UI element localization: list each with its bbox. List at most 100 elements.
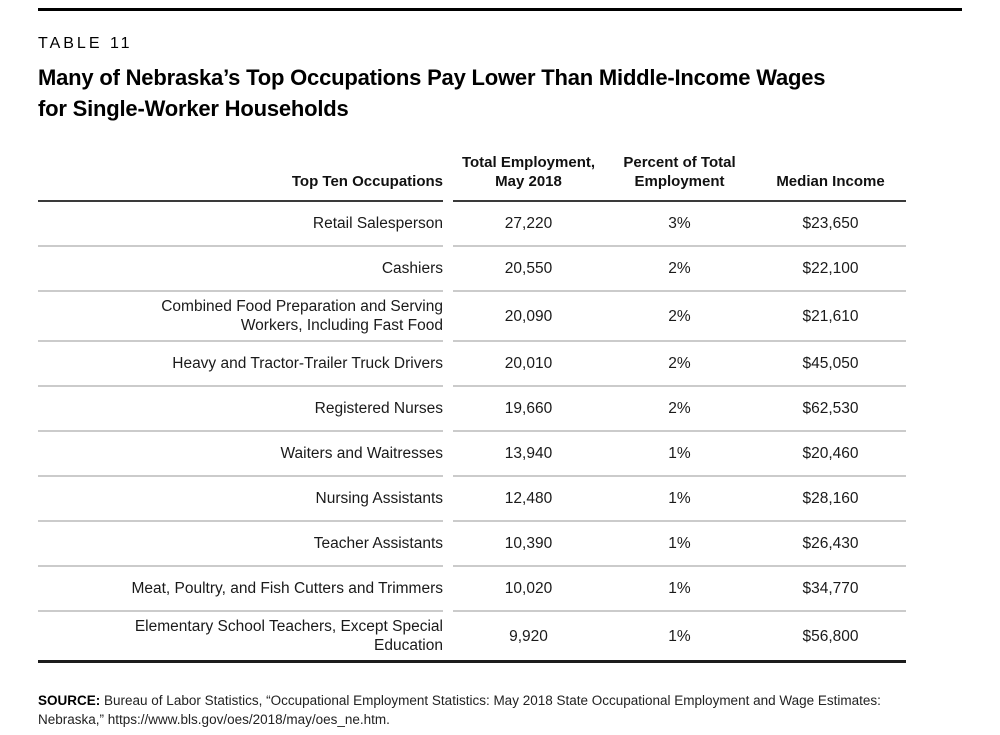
employment-value: 20,010 [504,355,553,372]
percent-cell: 1% [604,612,755,660]
income-value: $62,530 [802,400,859,417]
percent-cell: 1% [604,432,755,475]
occupation-cell: Cashiers [38,247,443,292]
percent-cell: 2% [604,247,755,290]
table-header-row: Top Ten Occupations Total Employment, Ma… [38,148,906,202]
income-cell: $62,530 [755,387,906,430]
percent-cell: 1% [604,477,755,520]
income-value: $23,650 [802,215,859,232]
employment-value: 19,660 [504,400,553,417]
percent-value: 1% [668,445,691,462]
income-cell: $23,650 [755,202,906,245]
column-header-percent-label: Percent of Total Employment [623,154,736,190]
employment-cell: 13,940 [453,432,604,475]
employment-cell: 20,550 [453,247,604,290]
numeric-cell-group: 20,010 2% $45,050 [453,342,906,387]
percent-cell: 1% [604,567,755,610]
percent-value: 3% [668,215,691,232]
percent-value: 2% [668,307,691,325]
employment-value: 10,390 [504,535,553,552]
income-cell: $45,050 [755,342,906,385]
employment-cell: 20,090 [453,292,604,340]
occupation-value: Cashiers [381,260,443,277]
income-cell: $26,430 [755,522,906,565]
column-header-percent: Percent of Total Employment [604,148,755,200]
page-title: Many of Nebraska’s Top Occupations Pay L… [38,62,962,124]
income-cell: $34,770 [755,567,906,610]
income-value: $56,800 [802,627,859,645]
table-label: TABLE 11 [38,35,133,52]
occupation-cell: Teacher Assistants [38,522,443,567]
employment-cell: 20,010 [453,342,604,385]
source-note: SOURCE: Bureau of Labor Statistics, “Occ… [38,691,918,729]
table-row: Registered Nurses 19,660 2% $62,530 [38,387,906,432]
occupation-value: Elementary School Teachers, Except Speci… [134,618,443,654]
column-header-median-income-label: Median Income [776,173,885,190]
occupation-value: Nursing Assistants [315,490,444,507]
occupation-value: Meat, Poultry, and Fish Cutters and Trim… [131,580,443,597]
column-header-total-employment: Total Employment, May 2018 [453,148,604,200]
table-row: Meat, Poultry, and Fish Cutters and Trim… [38,567,906,612]
occupations-table: Top Ten Occupations Total Employment, Ma… [38,148,906,663]
occupation-cell: Meat, Poultry, and Fish Cutters and Trim… [38,567,443,612]
percent-cell: 3% [604,202,755,245]
employment-cell: 10,020 [453,567,604,610]
occupation-value: Registered Nurses [314,400,443,417]
percent-value: 2% [668,260,691,277]
employment-value: 9,920 [509,627,548,645]
occupation-cell: Nursing Assistants [38,477,443,522]
numeric-cell-group: 19,660 2% $62,530 [453,387,906,432]
income-value: $45,050 [802,355,859,372]
numeric-cell-group: 27,220 3% $23,650 [453,202,906,247]
table-row: Elementary School Teachers, Except Speci… [38,612,906,660]
numeric-cell-group: 9,920 1% $56,800 [453,612,906,660]
employment-cell: 27,220 [453,202,604,245]
occupation-cell: Combined Food Preparation and Serving Wo… [38,292,443,342]
source-text: Bureau of Labor Statistics, “Occupationa… [38,693,881,727]
table-row: Nursing Assistants 12,480 1% $28,160 [38,477,906,522]
numeric-cell-group: 20,550 2% $22,100 [453,247,906,292]
employment-value: 20,550 [504,260,553,277]
income-value: $21,610 [802,307,859,325]
numeric-cell-group: 20,090 2% $21,610 [453,292,906,342]
percent-cell: 2% [604,292,755,340]
table-row: Heavy and Tractor-Trailer Truck Drivers … [38,342,906,387]
occupation-value: Waiters and Waitresses [280,445,443,462]
employment-value: 12,480 [504,490,553,507]
top-divider [38,8,962,11]
employment-cell: 19,660 [453,387,604,430]
table-row: Waiters and Waitresses 13,940 1% $20,460 [38,432,906,477]
occupation-value: Combined Food Preparation and Serving Wo… [161,298,443,334]
title-line-2: for Single-Worker Households [38,96,349,121]
numeric-cell-group: 12,480 1% $28,160 [453,477,906,522]
income-value: $20,460 [802,445,859,462]
table-row: Cashiers 20,550 2% $22,100 [38,247,906,292]
occupation-cell: Registered Nurses [38,387,443,432]
column-header-median-income: Median Income [755,148,906,200]
percent-value: 2% [668,400,691,417]
numeric-cell-group: 13,940 1% $20,460 [453,432,906,477]
percent-value: 1% [668,580,691,597]
percent-value: 1% [668,490,691,507]
employment-cell: 12,480 [453,477,604,520]
header-numeric-group: Total Employment, May 2018 Percent of To… [453,148,906,202]
percent-value: 1% [668,627,691,645]
income-value: $22,100 [802,260,859,277]
numeric-cell-group: 10,390 1% $26,430 [453,522,906,567]
occupation-value: Retail Salesperson [312,215,443,232]
table-row: Retail Salesperson 27,220 3% $23,650 [38,202,906,247]
title-line-1: Many of Nebraska’s Top Occupations Pay L… [38,65,826,90]
bottom-divider [38,660,906,663]
percent-value: 2% [668,355,691,372]
occupation-cell: Retail Salesperson [38,202,443,247]
occupation-value: Heavy and Tractor-Trailer Truck Drivers [172,355,443,372]
employment-cell: 9,920 [453,612,604,660]
income-value: $28,160 [802,490,859,507]
employment-cell: 10,390 [453,522,604,565]
source-label: SOURCE: [38,693,101,708]
column-header-total-employment-label: Total Employment, May 2018 [461,154,596,190]
numeric-cell-group: 10,020 1% $34,770 [453,567,906,612]
table-row: Teacher Assistants 10,390 1% $26,430 [38,522,906,567]
table-row: Combined Food Preparation and Serving Wo… [38,292,906,342]
